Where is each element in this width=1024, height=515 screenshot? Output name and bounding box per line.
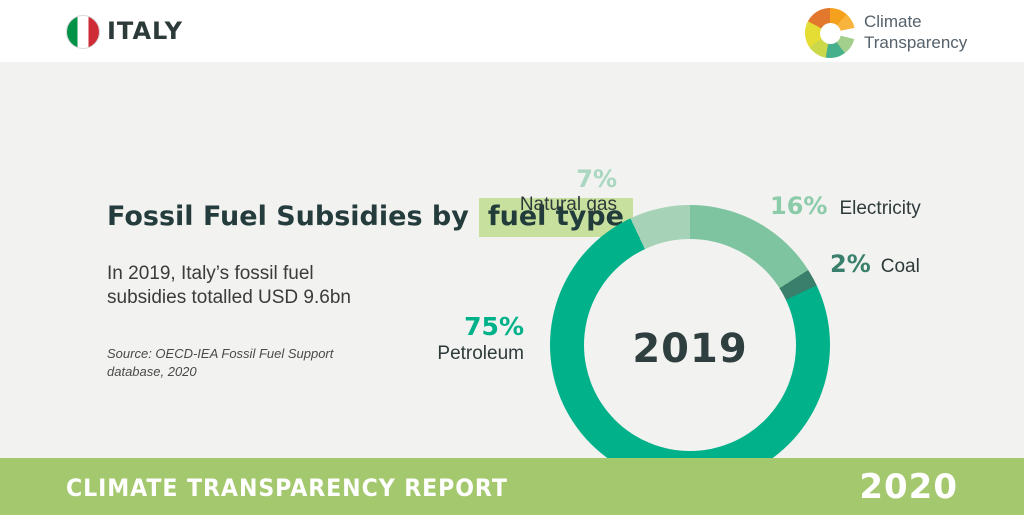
content-panel: Fossil Fuel Subsidies by fuel type In 20… — [0, 62, 1024, 485]
logo-wordmark-line2: Transparency — [864, 33, 968, 52]
electricity-name: Electricity — [839, 198, 921, 219]
chart-subtitle-line1: In 2019, Italy’s fossil fuel — [107, 263, 314, 284]
segment-label-petroleum: 75% Petroleum — [378, 312, 524, 365]
chart-title-highlight: fuel type — [478, 198, 633, 237]
segment-label-natural-gas: 7% Natural gas — [455, 165, 617, 216]
segment-label-electricity: 16% Electricity — [770, 192, 921, 220]
petroleum-name: Petroleum — [437, 343, 524, 364]
chart-title: Fossil Fuel Subsidies by fuel type — [107, 198, 633, 237]
donut-center-label: 2019 — [632, 326, 748, 372]
chart-subtitle-line2: subsidies totalled USD 9.6bn — [107, 287, 351, 308]
italy-flag-icon — [66, 15, 100, 49]
electricity-percent: 16% — [770, 192, 828, 220]
chart-subtitle: In 2019, Italy’s fossil fuel subsidies t… — [107, 262, 351, 310]
segment-label-coal: 2% Coal — [830, 250, 920, 278]
coal-percent: 2% — [830, 250, 871, 278]
natural-gas-name: Natural gas — [519, 194, 617, 215]
coal-name: Coal — [880, 256, 920, 277]
logo-wordmark: Climate Transparency — [864, 11, 967, 53]
report-year: 2020 — [859, 466, 958, 507]
petroleum-percent: 75% — [464, 312, 524, 341]
natural-gas-percent: 7% — [576, 165, 617, 193]
donut-hole: 2019 — [584, 239, 796, 451]
chart-title-prefix: Fossil Fuel Subsidies by — [107, 201, 469, 232]
source-note-line1: Source: OECD-IEA Fossil Fuel Support — [107, 346, 334, 361]
country-label: ITALY — [107, 17, 183, 45]
footer-bar: CLIMATE TRANSPARENCY REPORT 2020 — [0, 458, 1024, 515]
report-title: CLIMATE TRANSPARENCY REPORT — [66, 473, 508, 502]
donut-chart: 2019 — [550, 205, 830, 485]
header: ITALY Climate Transparency — [0, 0, 1024, 62]
logo-wordmark-line1: Climate — [864, 12, 922, 31]
source-note: Source: OECD-IEA Fossil Fuel Support dat… — [107, 345, 333, 381]
climate-transparency-logo-icon — [805, 8, 855, 58]
source-note-line2: database, 2020 — [107, 364, 197, 379]
